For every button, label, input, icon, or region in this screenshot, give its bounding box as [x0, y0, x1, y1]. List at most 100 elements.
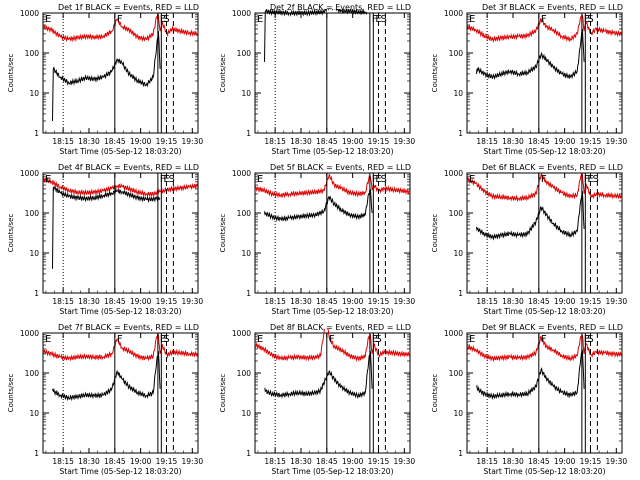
- event-marker-label: E: [469, 14, 475, 25]
- event-marker-label: E: [45, 334, 51, 345]
- event-marker-label: E: [375, 174, 381, 185]
- x-tick-label: 19:15: [580, 297, 602, 306]
- y-tick-label: 100: [449, 49, 464, 58]
- event-marker-label: S: [375, 334, 381, 345]
- x-tick-label: 18:15: [476, 457, 498, 466]
- event-marker-label: F: [117, 14, 123, 25]
- x-tick-label: 19:30: [182, 137, 204, 146]
- y-tick-label: 100: [25, 209, 40, 218]
- events-series-line: [52, 31, 161, 122]
- y-axis-label: Counts/sec: [431, 54, 439, 93]
- y-tick-label: 100: [237, 49, 252, 58]
- y-tick-label: 1000: [20, 329, 39, 338]
- panel-det-5: Det 5f BLACK = Events, RED = LLD 1 10 100 10…: [219, 163, 415, 316]
- y-tick-label: 1: [246, 289, 251, 298]
- events-series-line: [264, 351, 373, 400]
- x-axis-label: Start Time (05-Sep-12 18:03:20): [484, 147, 606, 156]
- x-tick-label: 18:15: [52, 457, 74, 466]
- event-marker-label: E: [375, 14, 381, 25]
- event-marker-label: E: [45, 14, 51, 25]
- x-axis-label: Start Time (05-Sep-12 18:03:20): [272, 467, 394, 476]
- x-tick-label: 18:45: [104, 457, 126, 466]
- y-axis-label: Counts/sec: [7, 374, 15, 413]
- panel-title: Det 9f BLACK = Events, RED = LLD: [482, 323, 623, 332]
- events-series-line: [476, 191, 585, 241]
- x-tick-label: 19:00: [342, 457, 364, 466]
- event-marker-label: S: [587, 334, 593, 345]
- x-tick-label: 19:00: [554, 457, 576, 466]
- lld-series-line: [43, 332, 198, 362]
- event-marker-label: E: [257, 14, 263, 25]
- event-marker-label: F: [372, 174, 378, 185]
- x-tick-label: 19:15: [156, 457, 178, 466]
- plot-area: [264, 9, 386, 133]
- y-tick-label: 100: [449, 209, 464, 218]
- y-tick-label: 10: [453, 249, 463, 258]
- panel-title: Det 6f BLACK = Events, RED = LLD: [482, 163, 623, 172]
- event-marker-label: E: [45, 174, 51, 185]
- y-tick-label: 1: [34, 289, 39, 298]
- x-tick-label: 19:30: [182, 457, 204, 466]
- panel-title: Det 1f BLACK = Events, RED = LLD: [58, 3, 199, 12]
- x-tick-label: 18:30: [290, 297, 312, 306]
- y-tick-label: 1: [458, 129, 463, 138]
- y-tick-label: 1: [34, 129, 39, 138]
- x-tick-label: 19:15: [368, 297, 390, 306]
- plot-frame: [466, 12, 623, 134]
- event-marker-label: E: [257, 334, 263, 345]
- x-tick-label: 18:45: [104, 137, 126, 146]
- plot-area: [255, 173, 410, 293]
- y-tick-label: 10: [241, 89, 251, 98]
- y-tick-label: 1000: [232, 169, 251, 178]
- x-tick-label: 18:45: [104, 297, 126, 306]
- event-marker-label: E: [160, 334, 166, 345]
- event-marker-label: F: [160, 174, 166, 185]
- plot-frame: [254, 332, 411, 454]
- plot-frame: [254, 12, 411, 134]
- event-marker-label: E: [584, 14, 590, 25]
- x-tick-label: 19:15: [156, 297, 178, 306]
- x-axis-label: Start Time (05-Sep-12 18:03:20): [484, 307, 606, 316]
- lld-series-line: [43, 175, 198, 198]
- y-axis-label: Counts/sec: [7, 214, 15, 253]
- x-axis-label: Start Time (05-Sep-12 18:03:20): [60, 147, 182, 156]
- event-marker-label: F: [541, 174, 547, 185]
- x-tick-label: 18:15: [264, 297, 286, 306]
- y-tick-label: 1000: [20, 9, 39, 18]
- plot-area: [467, 172, 622, 293]
- x-tick-label: 18:15: [264, 457, 286, 466]
- y-tick-label: 10: [453, 409, 463, 418]
- x-axis-label: Start Time (05-Sep-12 18:03:20): [484, 467, 606, 476]
- y-tick-label: 100: [237, 209, 252, 218]
- x-tick-label: 18:45: [528, 457, 550, 466]
- panel-det-9: Det 9f BLACK = Events, RED = LLD 1 10 100 10…: [431, 323, 627, 476]
- panel-det-6: Det 6f BLACK = Events, RED = LLD 1 10 100 10…: [431, 163, 627, 316]
- x-tick-label: 19:15: [156, 137, 178, 146]
- x-tick-label: 18:30: [78, 137, 100, 146]
- y-tick-label: 1000: [232, 9, 251, 18]
- y-axis-label: Counts/sec: [219, 214, 227, 253]
- lld-series-line: [467, 14, 622, 44]
- events-series-line: [264, 188, 373, 223]
- panel-title: Det 4f BLACK = Events, RED = LLD: [58, 163, 199, 172]
- x-tick-label: 19:30: [606, 137, 628, 146]
- events-series-line: [52, 184, 161, 269]
- x-axis-label: Start Time (05-Sep-12 18:03:20): [60, 467, 182, 476]
- y-tick-label: 1: [34, 449, 39, 458]
- x-tick-label: 18:15: [52, 297, 74, 306]
- x-tick-label: 18:15: [476, 297, 498, 306]
- x-tick-label: 19:00: [130, 457, 152, 466]
- y-tick-label: 1: [458, 289, 463, 298]
- plot-area: [255, 329, 410, 453]
- x-tick-label: 19:00: [342, 137, 364, 146]
- event-marker-label: F: [372, 14, 378, 25]
- y-tick-label: 100: [449, 369, 464, 378]
- event-marker-label: F: [541, 14, 547, 25]
- x-axis-label: Start Time (05-Sep-12 18:03:20): [272, 147, 394, 156]
- plot-area: [43, 332, 198, 453]
- y-tick-label: 1000: [232, 329, 251, 338]
- y-tick-label: 100: [25, 49, 40, 58]
- plot-area: [467, 13, 622, 133]
- x-tick-label: 18:45: [316, 457, 338, 466]
- x-tick-label: 18:30: [78, 297, 100, 306]
